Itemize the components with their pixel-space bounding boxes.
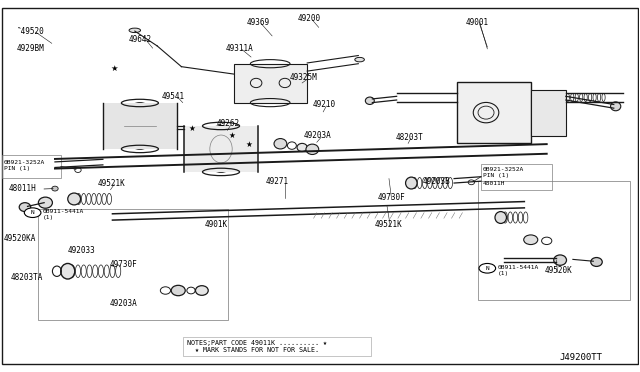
Text: ★ MARK STANDS FOR NOT FOR SALE.: ★ MARK STANDS FOR NOT FOR SALE.: [187, 347, 319, 353]
Text: 49730F: 49730F: [378, 193, 405, 202]
Ellipse shape: [61, 263, 75, 279]
Text: 492033: 492033: [68, 246, 95, 255]
Text: 49642: 49642: [129, 35, 152, 44]
Text: 48203TA: 48203TA: [10, 273, 43, 282]
Text: 49203A: 49203A: [304, 131, 332, 140]
Text: N: N: [31, 210, 35, 215]
Ellipse shape: [68, 193, 81, 205]
Text: 49271: 49271: [266, 177, 289, 186]
Bar: [182, 337, 371, 356]
Text: ★: ★: [111, 64, 118, 73]
Text: 0B921-3252A: 0B921-3252A: [483, 167, 524, 172]
Bar: [531, 90, 566, 136]
Ellipse shape: [355, 57, 364, 62]
Text: 49311A: 49311A: [225, 44, 253, 52]
Bar: [38, 209, 228, 320]
Ellipse shape: [172, 285, 185, 296]
Ellipse shape: [495, 212, 506, 224]
Text: 0B911-5441A: 0B911-5441A: [43, 209, 84, 214]
Text: J49200TT: J49200TT: [559, 353, 602, 362]
Circle shape: [24, 208, 41, 218]
Text: 49200: 49200: [298, 14, 321, 23]
Text: 4929BM: 4929BM: [17, 44, 44, 53]
Text: PIN (1): PIN (1): [483, 173, 509, 178]
Text: 49520K: 49520K: [545, 266, 573, 275]
Text: NOTES;PART CODE 49011K .......... ★: NOTES;PART CODE 49011K .......... ★: [187, 340, 327, 346]
Bar: [478, 181, 630, 300]
Bar: [481, 164, 552, 190]
Circle shape: [479, 263, 495, 273]
Text: 0B911-5441A: 0B911-5441A: [497, 265, 539, 270]
Text: 49520KA: 49520KA: [4, 234, 36, 243]
Text: 49262: 49262: [216, 119, 239, 128]
Text: 49369: 49369: [246, 18, 269, 27]
Text: 48203T: 48203T: [396, 132, 423, 142]
Text: ‶49520: ‶49520: [17, 26, 44, 36]
Ellipse shape: [524, 235, 538, 244]
Text: 49730F: 49730F: [109, 260, 137, 269]
Ellipse shape: [297, 143, 307, 151]
Text: 4901K: 4901K: [205, 220, 228, 229]
Ellipse shape: [611, 102, 621, 111]
Text: ★: ★: [189, 124, 196, 133]
Ellipse shape: [129, 28, 141, 33]
Text: 49210: 49210: [312, 100, 335, 109]
Bar: [184, 126, 258, 172]
Text: 0B921-3252A: 0B921-3252A: [4, 160, 45, 165]
Text: 49521K: 49521K: [374, 220, 402, 229]
Bar: [103, 103, 177, 149]
Text: 49521K: 49521K: [98, 179, 125, 187]
Text: ★: ★: [228, 131, 236, 141]
Bar: [2, 155, 61, 178]
Text: 48011H: 48011H: [8, 185, 36, 193]
Text: (1): (1): [43, 215, 54, 220]
Ellipse shape: [202, 126, 239, 172]
Text: 49325M: 49325M: [289, 73, 317, 82]
Text: N: N: [486, 266, 489, 271]
Ellipse shape: [122, 103, 159, 149]
Ellipse shape: [19, 203, 31, 212]
Ellipse shape: [554, 255, 566, 265]
Text: 49203A: 49203A: [109, 299, 137, 308]
Ellipse shape: [52, 186, 58, 191]
Ellipse shape: [274, 138, 287, 149]
Ellipse shape: [38, 197, 52, 208]
Text: 49541: 49541: [162, 92, 185, 101]
Ellipse shape: [365, 97, 374, 105]
Text: PIN (1): PIN (1): [4, 166, 30, 171]
Text: 48011H: 48011H: [483, 180, 506, 186]
Text: ★: ★: [245, 140, 252, 149]
Text: 49203B: 49203B: [422, 177, 450, 186]
Ellipse shape: [406, 177, 417, 189]
Ellipse shape: [306, 144, 319, 154]
Bar: [234, 64, 307, 103]
Text: 49001: 49001: [466, 18, 489, 27]
Ellipse shape: [195, 286, 208, 295]
Text: (1): (1): [497, 271, 509, 276]
Ellipse shape: [591, 257, 602, 266]
Bar: [458, 82, 531, 143]
